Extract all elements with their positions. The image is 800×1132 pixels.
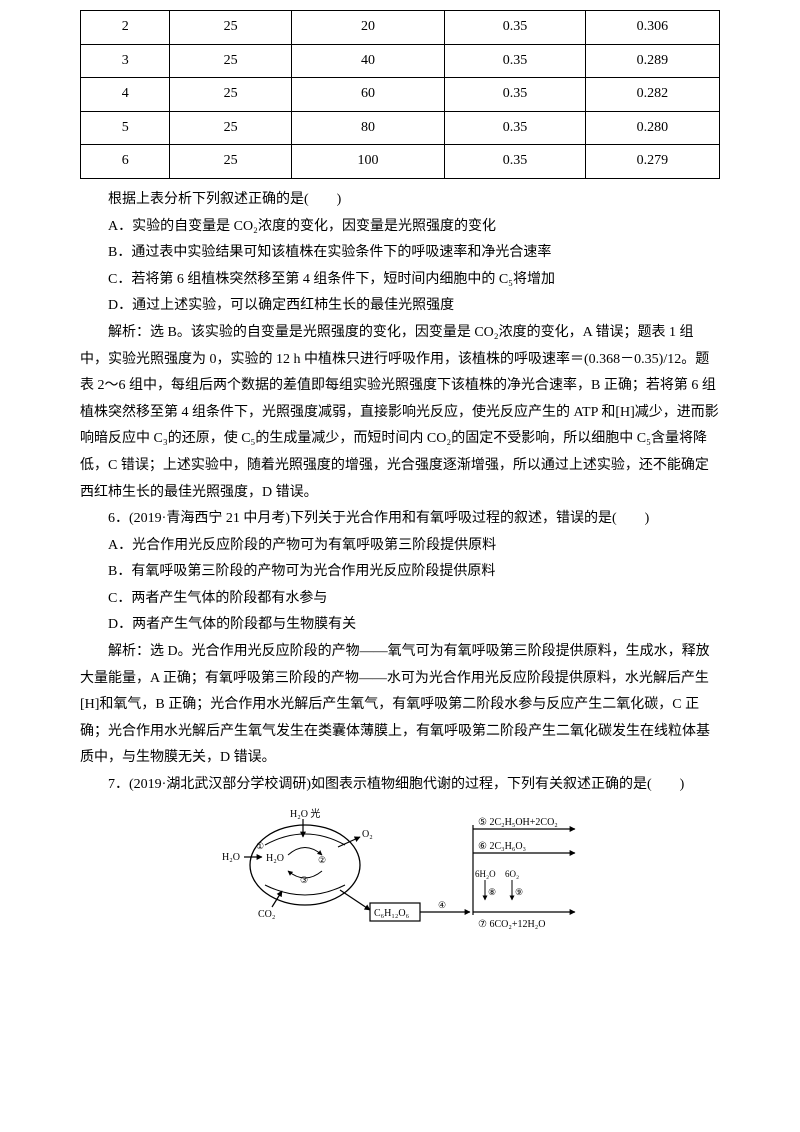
- cell: 2: [81, 11, 170, 45]
- label-n9: ⑨: [515, 887, 523, 897]
- label-n2: ②: [318, 855, 326, 865]
- table-row: 2 25 20 0.35 0.306: [81, 11, 720, 45]
- label-n8: ⑧: [488, 887, 496, 897]
- table-row: 4 25 60 0.35 0.282: [81, 78, 720, 112]
- cell: 5: [81, 111, 170, 145]
- cell: 25: [170, 44, 291, 78]
- q5-answer-label: 解析：选 B。: [108, 325, 191, 340]
- cell: 4: [81, 78, 170, 112]
- q5-option-c: C．若将第 6 组植株突然移至第 4 组条件下，短时间内细胞中的 C₅将增加: [80, 267, 720, 294]
- q5-option-b: B．通过表中实验结果可知该植株在实验条件下的呼吸速率和净光合速率: [80, 240, 720, 267]
- label-h2o-left1: H₂O: [222, 852, 240, 863]
- cell: 0.289: [585, 44, 719, 78]
- table-row: 3 25 40 0.35 0.289: [81, 44, 720, 78]
- cell: 0.280: [585, 111, 719, 145]
- cell: 40: [291, 44, 444, 78]
- label-n1: ①: [256, 841, 264, 851]
- q5-option-a: A．实验的自变量是 CO₂浓度的变化，因变量是光照强度的变化: [80, 214, 720, 241]
- q6-option-a: A．光合作用光反应阶段的产物可为有氧呼吸第三阶段提供原料: [80, 533, 720, 560]
- label-6h2o: 6H₂O: [475, 869, 496, 879]
- label-o2: O₂: [362, 829, 373, 840]
- cell: 0.35: [445, 145, 586, 179]
- cell: 6: [81, 145, 170, 179]
- cell: 3: [81, 44, 170, 78]
- q5-option-d: D．通过上述实验，可以确定西红柿生长的最佳光照强度: [80, 293, 720, 320]
- label-c6: C₆H₁₂O₆: [374, 908, 410, 919]
- q5-answer: 解析：选 B。该实验的自变量是光照强度的变化，因变量是 CO₂浓度的变化，A 错…: [80, 320, 720, 506]
- cell: 0.282: [585, 78, 719, 112]
- label-h2o-light: H₂O 光: [290, 807, 320, 820]
- cell: 25: [170, 78, 291, 112]
- label-h2o-left2: H₂O: [266, 853, 284, 864]
- table-row: 6 25 100 0.35 0.279: [81, 145, 720, 179]
- cell: 100: [291, 145, 444, 179]
- cell: 25: [170, 111, 291, 145]
- cell: 0.35: [445, 78, 586, 112]
- cell: 0.35: [445, 11, 586, 45]
- cell: 0.35: [445, 111, 586, 145]
- q6-stem: 6．(2019·青海西宁 21 中月考)下列关于光合作用和有氧呼吸过程的叙述，错…: [80, 506, 720, 533]
- cell: 0.35: [445, 44, 586, 78]
- q6-answer: 解析：选 D。光合作用光反应阶段的产物——氧气可为有氧呼吸第三阶段提供原料，生成…: [80, 639, 720, 772]
- data-table: 2 25 20 0.35 0.306 3 25 40 0.35 0.289 4 …: [80, 10, 720, 179]
- cell: 0.306: [585, 11, 719, 45]
- q5-stem: 根据上表分析下列叙述正确的是( ): [80, 187, 720, 214]
- q6-answer-body: 光合作用光反应阶段的产物——氧气可为有氧呼吸第三阶段提供原料，生成水，释放大量能…: [80, 644, 710, 765]
- label-co2: CO₂: [258, 909, 275, 920]
- q5-answer-body: 该实验的自变量是光照强度的变化，因变量是 CO₂浓度的变化，A 错误；题表 1 …: [80, 325, 719, 500]
- cell: 80: [291, 111, 444, 145]
- label-6o2: 6O₂: [505, 869, 519, 879]
- label-r7: ⑦ 6CO₂+12H₂O: [478, 919, 545, 930]
- label-r5: ⑤ 2C₂H₅OH+2CO₂: [478, 817, 558, 828]
- table-row: 5 25 80 0.35 0.280: [81, 111, 720, 145]
- q6-option-b: B．有氧呼吸第三阶段的产物可为光合作用光反应阶段提供原料: [80, 559, 720, 586]
- cell: 0.279: [585, 145, 719, 179]
- q7-stem: 7．(2019·湖北武汉部分学校调研)如图表示植物细胞代谢的过程，下列有关叙述正…: [80, 772, 720, 799]
- cell: 25: [170, 11, 291, 45]
- label-n3: ③: [300, 875, 308, 885]
- label-n4: ④: [438, 900, 446, 910]
- cell: 60: [291, 78, 444, 112]
- cell: 20: [291, 11, 444, 45]
- label-r6: ⑥ 2C₃H₆O₃: [478, 841, 526, 852]
- q6-option-d: D．两者产生气体的阶段都与生物膜有关: [80, 612, 720, 639]
- q6-option-c: C．两者产生气体的阶段都有水参与: [80, 586, 720, 613]
- q6-answer-label: 解析：选 D。: [108, 644, 192, 659]
- metabolism-diagram: H₂O 光 H₂O ① H₂O O₂ ② ③ CO₂ C₆H₁₂O₆ ④: [80, 805, 720, 946]
- cell: 25: [170, 145, 291, 179]
